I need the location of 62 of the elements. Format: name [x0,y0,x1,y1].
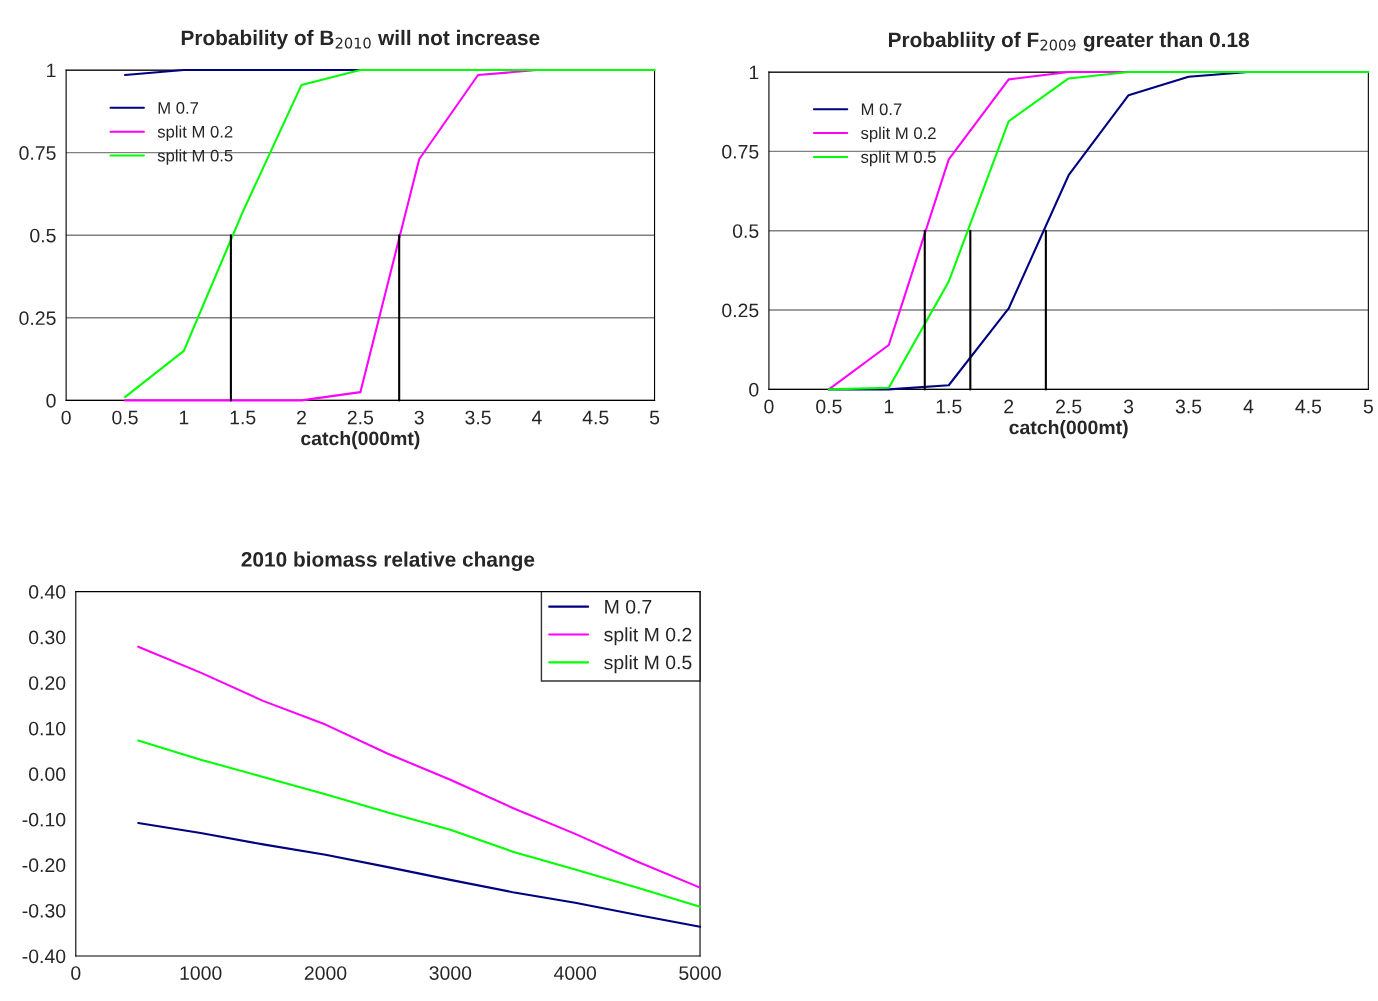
y-tick-label: 0.75 [19,146,56,160]
y-tick-label: 0.30 [28,630,66,645]
y-tick-label: 0.75 [722,144,759,159]
y-tick-label: 0.25 [19,311,56,326]
legend-label: M 0.7 [158,102,199,114]
x-tick-label: 3000 [429,966,472,980]
legend-label: M 0.7 [605,599,652,614]
legend-label: split M 0.2 [604,627,692,646]
x-tick-label: 3.5 [1175,399,1202,414]
chart-title: Probabliity of F$_{2009}$ greater than 0.18 [888,31,1249,52]
y-tick-label: 0.5 [30,228,56,243]
x-tick-label: 3 [414,410,424,425]
y-tick-label: 0.5 [732,224,759,238]
x-axis-title: catch(000mt) [301,431,420,450]
x-tick-label: 2.5 [347,410,374,425]
y-tick-label: -0.30 [22,903,66,918]
y-tick-label: 1 [47,63,56,78]
x-tick-label: 4.5 [582,410,609,425]
x-tick-label: 0 [71,966,81,980]
x-tick-label: 2000 [304,966,347,980]
y-tick-label: 0.20 [28,676,66,690]
x-tick-label: 2 [1004,399,1014,414]
x-tick-label: 4 [1243,399,1254,414]
x-tick-label: 1.5 [936,399,962,414]
x-axis-title: catch(000mt) [1009,420,1128,439]
x-tick-label: 3.5 [465,410,491,425]
y-tick-label: 0.00 [28,767,66,782]
x-tick-label: 2 [297,410,306,425]
x-tick-label: 0.5 [112,410,138,425]
x-tick-label: 4.5 [1295,399,1322,414]
x-tick-label: 2.5 [1056,399,1082,414]
legend-label: split M 0.5 [157,149,233,165]
y-tick-label: -0.40 [22,949,66,964]
y-tick-label: -0.20 [22,858,66,873]
x-tick-label: 4000 [554,966,597,980]
x-tick-label: 1 [884,399,894,414]
x-tick-label: 1 [179,410,189,425]
x-tick-label: 3 [1123,399,1134,414]
y-tick-label: 0.10 [28,721,66,736]
x-tick-label: 1000 [180,966,222,980]
y-tick-label: -0.10 [22,812,66,827]
x-tick-label: 1.5 [230,410,256,425]
y-tick-label: 0.40 [28,585,66,599]
y-tick-label: 0 [749,382,759,397]
x-tick-label: 0 [764,399,774,414]
legend-label: split M 0.2 [157,125,233,141]
x-tick-label: 4 [531,410,542,425]
x-tick-label: 5 [1363,399,1373,414]
line-series [137,739,702,908]
x-tick-label: 0.5 [816,399,842,414]
line-series [137,645,702,889]
legend-label: M 0.7 [861,103,902,116]
y-tick-label: 1 [749,65,759,80]
x-tick-label: 5000 [679,966,721,980]
legend-label: split M 0.5 [861,150,936,167]
chart-title: Probability of B$_{2010}$ will not increase [181,29,540,50]
chart-title: 2010 biomass relative change [241,551,535,572]
legend-label: split M 0.2 [861,126,936,143]
line-series [137,821,702,928]
y-tick-label: 0.25 [722,303,759,318]
x-tick-label: 5 [649,410,660,425]
legend-label: split M 0.5 [604,655,692,674]
